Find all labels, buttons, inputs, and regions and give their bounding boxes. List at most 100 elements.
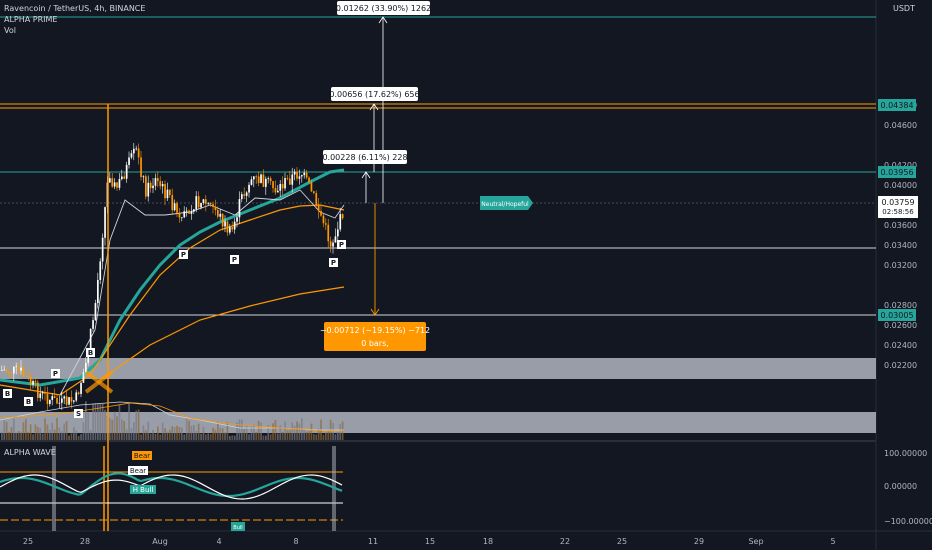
candle-body — [97, 279, 99, 304]
volume-bar — [207, 433, 210, 440]
price-tick: 0.03400 — [884, 241, 917, 250]
symbol-title[interactable]: Ravencoin / TetherUS, 4h, BINANCE — [4, 4, 146, 13]
marker-p-1: P — [179, 250, 188, 259]
time-axis[interactable]: 25 28 Aug 4 8 11 15 18 22 25 29 Sep 5 — [23, 537, 836, 546]
candle-body — [73, 400, 75, 402]
candle-body — [238, 199, 241, 218]
candle-body — [133, 148, 135, 154]
svg-text:0.00228 (6.11%) 228: 0.00228 (6.11%) 228 — [322, 153, 407, 162]
marker-s: S — [74, 409, 83, 418]
candle-body — [272, 181, 274, 189]
candle-body — [267, 178, 270, 180]
oscillator-scale[interactable]: 100.00000 0.00000 −100.00000 — [884, 449, 932, 526]
volume-bar — [25, 419, 27, 440]
candle-body — [68, 397, 70, 405]
ema-white — [59, 189, 345, 396]
volume-bar — [224, 432, 226, 440]
svg-text:S: S — [76, 410, 81, 418]
volume-bar — [161, 422, 164, 440]
volume-bar — [284, 421, 286, 440]
candle-body — [109, 178, 111, 183]
volume-bar — [260, 422, 262, 440]
price-tick: 0.03600 — [884, 221, 917, 230]
volume-bar — [63, 423, 66, 440]
candle-body — [161, 184, 164, 187]
candle-body — [233, 221, 236, 230]
candle-body — [130, 153, 133, 158]
volume-bar — [87, 412, 90, 440]
volume-bar — [56, 418, 58, 440]
candle-body — [262, 174, 265, 187]
volume-bar — [125, 429, 128, 440]
svg-text:0.01262 (33.90%) 1262: 0.01262 (33.90%) 1262 — [336, 4, 431, 13]
currency-label: USDT — [893, 4, 915, 13]
measure-tool-up-short[interactable]: 0.00228 (6.11%) 228 — [322, 150, 408, 203]
indicator-alpha-prime[interactable]: ALPHA PRIME — [4, 15, 58, 24]
candle-body — [87, 352, 90, 363]
candle-body — [200, 203, 202, 208]
price-badge-03956[interactable]: 0.03956 — [878, 166, 916, 178]
volume-bar — [20, 431, 22, 440]
svg-text:Bear: Bear — [134, 452, 150, 460]
volume-bar — [181, 427, 183, 440]
volume-bar — [269, 434, 272, 440]
svg-text:P: P — [181, 251, 186, 259]
volume-bar — [289, 430, 291, 440]
candle-body — [265, 178, 267, 187]
neutral-hopeful-label[interactable]: Neutral/Hopeful — [480, 196, 533, 210]
volume-bar — [200, 433, 202, 440]
oscillator-title[interactable]: ALPHA WAVE — [4, 448, 56, 457]
volume-bar — [291, 422, 294, 440]
candle-body — [39, 393, 42, 398]
candle-body — [298, 176, 301, 179]
candle-body — [123, 176, 126, 179]
osc-highlight-1 — [52, 446, 56, 531]
volume-bar — [245, 425, 248, 440]
price-scale-ticks[interactable]: 0.048000.046000.042000.040000.038000.036… — [884, 101, 917, 370]
indicator-volume[interactable]: Vol — [4, 26, 16, 35]
volume-bar — [157, 426, 159, 440]
volume-bar — [80, 434, 82, 440]
volume-bar — [13, 418, 15, 440]
time-tick: Aug — [152, 537, 168, 546]
measure-tool-down[interactable]: −0.00712 (−19.15%) −712 0 bars, — [320, 203, 430, 351]
candle-body — [255, 176, 258, 178]
volume-bar — [121, 419, 123, 440]
volume-bar — [22, 422, 25, 440]
current-price-badge[interactable]: 0.03759 02:58:56 — [878, 196, 918, 218]
candle-body — [37, 382, 39, 398]
volume-bar — [310, 423, 313, 440]
volume-bar — [171, 426, 174, 440]
support-zone-lower[interactable] — [0, 412, 876, 433]
volume-bar — [109, 417, 111, 440]
candle-body — [51, 396, 54, 400]
price-badge-03005[interactable]: 0.03005 — [878, 309, 916, 321]
candle-body — [250, 179, 253, 185]
candle-body — [209, 202, 212, 205]
price-tick: 0.02600 — [884, 321, 917, 330]
measure-tool-up-long[interactable]: 0.01262 (33.90%) 1262 — [336, 1, 431, 203]
volume-bar — [241, 419, 243, 440]
oscillator-pane[interactable]: Bear Bear H Bull Bull — [0, 446, 343, 531]
osc-label-hbull: H Bull — [130, 485, 156, 494]
candle-body — [329, 241, 332, 247]
volume-bar — [101, 403, 104, 440]
candle-body — [176, 203, 178, 213]
candle-body — [99, 261, 102, 280]
support-zone-upper[interactable] — [0, 358, 876, 379]
volume-bar — [219, 427, 222, 440]
candle-body — [27, 375, 30, 377]
svg-text:0.03956: 0.03956 — [880, 168, 913, 177]
candle-body — [111, 178, 114, 187]
price-badge-04384[interactable]: 0.04384 — [878, 99, 916, 111]
volume-bar — [243, 429, 246, 440]
candle-body — [56, 397, 58, 404]
candle-body — [293, 171, 296, 175]
volume-bar — [209, 434, 212, 440]
svg-text:B: B — [88, 349, 93, 357]
osc-label-bear-2: Bear — [128, 466, 148, 475]
candle-body — [17, 366, 20, 371]
price-tick: 0.02400 — [884, 341, 917, 350]
candle-body — [248, 184, 250, 193]
